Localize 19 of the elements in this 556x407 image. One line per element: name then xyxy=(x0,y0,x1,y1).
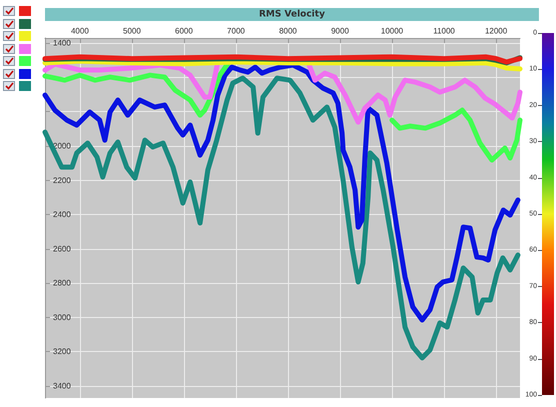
y-tick-label: 2800 xyxy=(53,278,72,288)
x-tick-label: 12000 xyxy=(484,26,508,36)
y-tick-label: 2000 xyxy=(53,142,72,150)
x-tick-label: 11000 xyxy=(433,26,456,36)
chart-title: RMS Velocity xyxy=(259,10,326,20)
x-tick-label: 5000 xyxy=(122,26,142,36)
y-tick-label: 3400 xyxy=(53,382,72,390)
y-tick-label: 2600 xyxy=(53,244,72,254)
x-tick-label: 7000 xyxy=(227,26,246,36)
x-tick-label: 4000 xyxy=(70,26,90,36)
x-tick-label: 8000 xyxy=(279,26,298,36)
y-tick-label: 3200 xyxy=(53,347,72,356)
x-tick-label: 10000 xyxy=(380,26,404,36)
y-tick-label: 1400 xyxy=(53,38,72,48)
x-tick-label: 6000 xyxy=(175,26,194,36)
y-tick-label: 2200 xyxy=(53,176,72,185)
x-tick-label: 9000 xyxy=(331,26,350,36)
y-tick-label: 3000 xyxy=(53,312,72,322)
y-tick-label: 2400 xyxy=(53,210,72,220)
